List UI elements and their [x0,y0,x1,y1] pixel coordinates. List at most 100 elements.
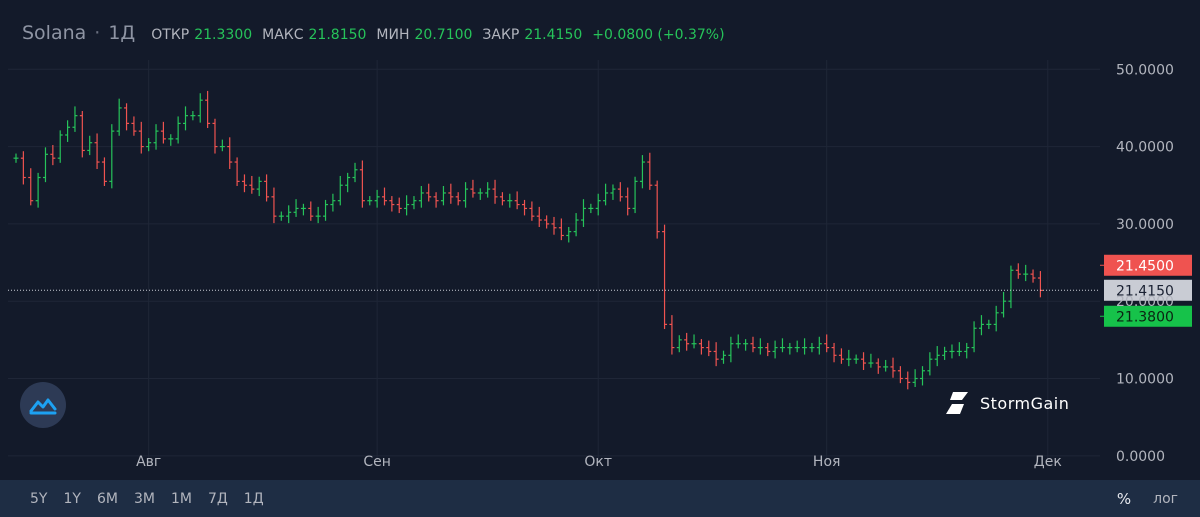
ask-price-label-text: 21.4500 [1116,258,1174,274]
ohlc-legend: Solana · 1Д ОТКР 21.3300 МАКС 21.8150 МИ… [22,22,735,44]
navigation-button[interactable] [20,382,66,428]
x-tick-label: Окт [584,454,612,470]
candle [1037,271,1043,298]
candle [190,111,196,121]
candle [846,349,852,367]
candle [595,193,601,216]
log-scale-button[interactable]: лог [1153,490,1178,507]
x-tick-label: Ноя [813,454,841,470]
candle [934,346,940,367]
candle [831,342,837,363]
candle [470,179,476,198]
candle [522,199,528,216]
candle [728,336,734,363]
candle [241,174,247,193]
candle [418,186,424,208]
candle [205,90,211,129]
candle [389,196,395,212]
candle [691,334,697,349]
candle [897,366,903,384]
candle [779,338,785,353]
candle [1030,269,1036,283]
candle [124,103,130,131]
candle [647,152,653,190]
candle [721,350,727,364]
range-button-3m[interactable]: 3M [133,490,155,507]
candle [558,218,564,241]
range-selector: 5Y 1Y 6M 3M 1M 7Д 1Д [0,491,272,507]
candle [905,371,911,390]
candle [227,137,233,170]
candle [949,344,955,359]
candle [330,193,336,212]
price-chart[interactable]: 21.4500 21.4150 21.3800 50.0000 40.0000 30.0… [0,0,1200,480]
x-tick-label: Авг [136,454,161,470]
close-value: 21.4150 [524,27,583,43]
candle [883,359,889,372]
range-button-1m[interactable]: 1M [170,490,192,507]
last-price-label: 21.4150 [1104,279,1192,301]
candle [978,315,984,336]
range-button-6m[interactable]: 6M [96,490,118,507]
candle [750,336,756,353]
candle [580,199,586,227]
last-price-label-bg [1104,279,1192,301]
candle [912,369,918,388]
candle [919,366,925,386]
candle [684,332,690,351]
candle [765,342,771,357]
close-label: ЗАКР [482,27,520,43]
candle [175,116,181,144]
candle [1001,291,1007,318]
candle [986,319,992,330]
candle [87,135,93,156]
candle [433,192,439,208]
scale-options: % лог [1117,480,1178,517]
candle [514,191,520,210]
candle [13,153,19,163]
candle [278,211,284,221]
high-label: МАКС [262,27,304,43]
candle [219,139,225,152]
candle [802,338,808,355]
candle [964,342,970,359]
candle [359,160,365,208]
percent-scale-button[interactable]: % [1116,489,1132,508]
candle [735,334,741,349]
candle [440,186,446,206]
candle [861,352,867,371]
candle [20,151,26,185]
range-button-1y[interactable]: 1Y [63,490,81,507]
candle [404,195,410,216]
candle [1023,264,1029,282]
candle [234,157,240,187]
change-value: +0.0800 (+0.37%) [592,27,725,43]
candle [153,124,159,150]
brand-watermark: StormGain [944,390,1069,416]
candle [875,358,881,374]
candle [698,339,704,355]
brand-name: StormGain [980,393,1070,413]
candle [315,206,321,224]
candle [632,176,638,214]
candle [838,348,844,364]
candle [79,111,85,158]
range-button-1д[interactable]: 1Д [243,490,264,507]
bid-price-label: 21.3800 [1104,305,1192,327]
candle [927,352,933,376]
candle [1015,263,1021,279]
candle [396,197,402,214]
mountain-chart-icon [29,398,57,415]
candle [138,121,144,154]
ask-price-label: 21.4500 [1104,254,1192,276]
candle [28,168,34,206]
candle [249,175,255,194]
candle [168,134,174,146]
candle [772,340,778,359]
range-button-5y[interactable]: 5Y [30,490,48,507]
candle [455,192,461,206]
candle [300,203,306,216]
candle [676,335,682,353]
candle [639,155,645,189]
range-button-7д[interactable]: 7Д [207,490,228,507]
